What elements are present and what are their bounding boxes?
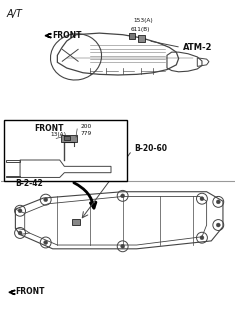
Circle shape bbox=[121, 244, 125, 248]
Circle shape bbox=[216, 200, 220, 204]
Circle shape bbox=[121, 194, 125, 198]
Text: 779: 779 bbox=[81, 131, 92, 136]
Bar bbox=[138, 36, 145, 43]
Circle shape bbox=[216, 223, 220, 227]
FancyArrow shape bbox=[9, 290, 15, 294]
Bar bbox=[4, 120, 127, 180]
FancyArrow shape bbox=[26, 127, 32, 131]
Text: FRONT: FRONT bbox=[53, 31, 82, 40]
Text: 13(A): 13(A) bbox=[50, 132, 66, 137]
Circle shape bbox=[18, 231, 22, 235]
Text: ATM-2: ATM-2 bbox=[183, 43, 213, 52]
Text: FRONT: FRONT bbox=[15, 287, 45, 296]
Text: B-20-60: B-20-60 bbox=[134, 144, 167, 153]
Bar bbox=[61, 135, 77, 142]
Text: FRONT: FRONT bbox=[34, 124, 63, 133]
Circle shape bbox=[44, 198, 48, 202]
Text: B-2-42: B-2-42 bbox=[15, 179, 43, 188]
Text: 153(A): 153(A) bbox=[133, 18, 153, 23]
Bar bbox=[72, 219, 80, 225]
Circle shape bbox=[44, 241, 48, 244]
Circle shape bbox=[18, 209, 22, 213]
Circle shape bbox=[200, 236, 204, 240]
Bar bbox=[64, 136, 70, 140]
FancyArrow shape bbox=[45, 33, 51, 38]
Text: 200: 200 bbox=[81, 124, 92, 129]
Bar bbox=[129, 33, 135, 39]
Text: A/T: A/T bbox=[6, 9, 22, 19]
Circle shape bbox=[200, 197, 204, 201]
Text: 611(B): 611(B) bbox=[131, 27, 150, 32]
